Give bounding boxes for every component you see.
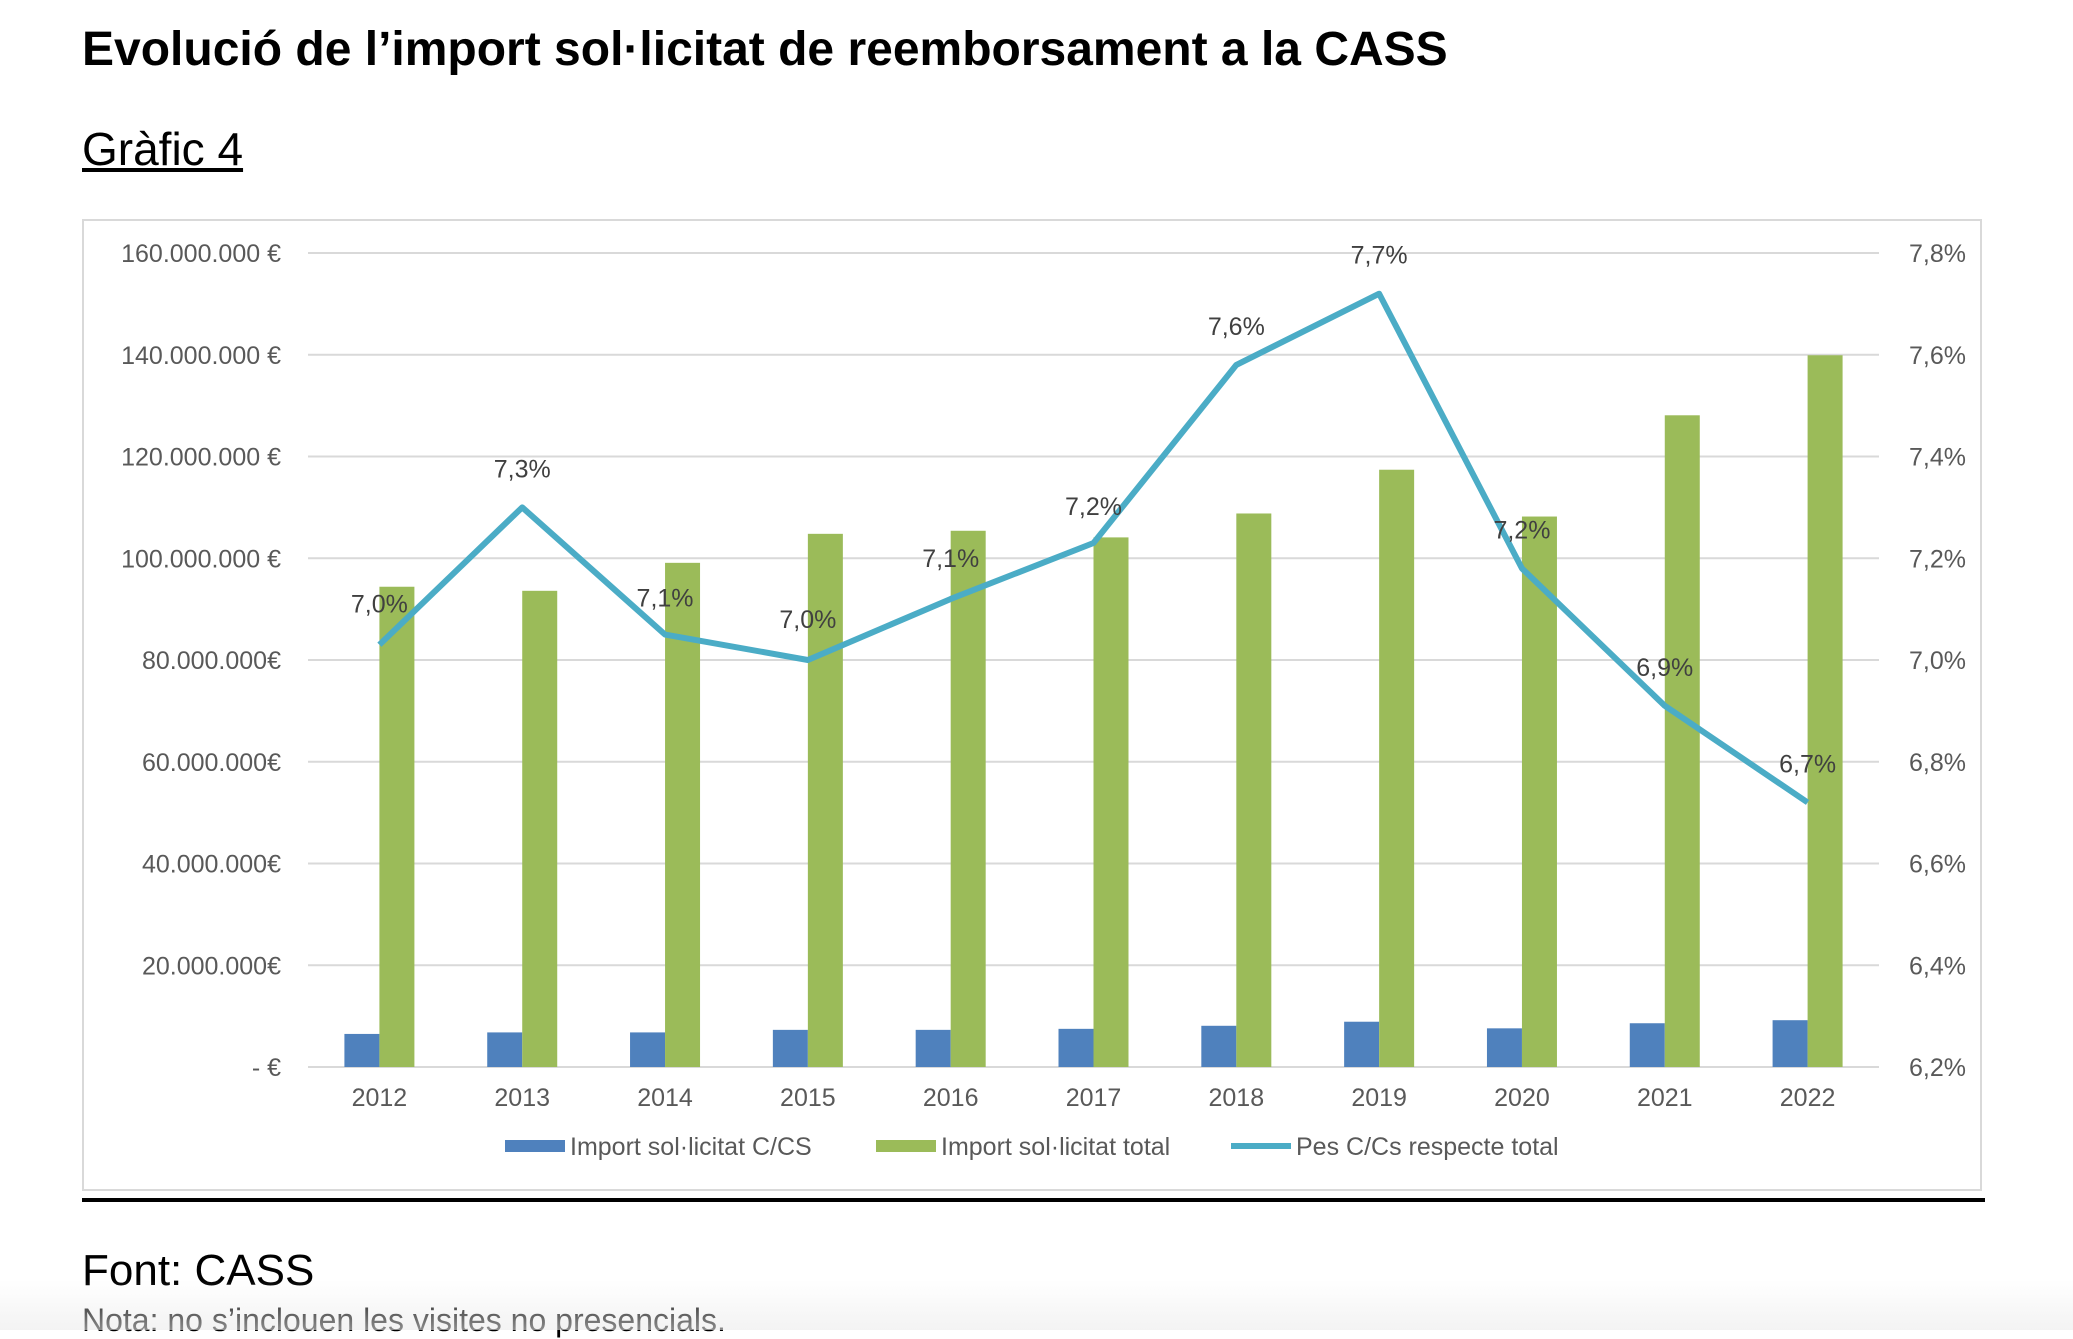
- x-axis-tick-label: 2017: [1066, 1084, 1122, 1112]
- data-label: 7,7%: [1351, 242, 1408, 270]
- bar-cs: [1486, 1028, 1522, 1067]
- x-axis-tick-label: 2015: [780, 1084, 836, 1112]
- x-axis-tick-label: 2014: [637, 1084, 693, 1112]
- chart-caption: Gràfic 4: [82, 123, 244, 175]
- right-axis-ticks: 6,2% 6,4% 6,6% 6,8% 7,0% 7,2% 7,4% 7,6% 7,8%: [1909, 240, 1966, 1082]
- data-label: 7,2%: [1065, 493, 1122, 521]
- x-axis-tick-label: 2019: [1351, 1084, 1407, 1112]
- data-label: 7,1%: [637, 585, 694, 613]
- legend-label: Pes C/Cs respecte total: [1296, 1133, 1559, 1161]
- line-series: 7,0% 7,3% 7,1% 7,0% 7,1% 7,2% 7,6% 7,7% 7,2% 6,9%…: [351, 242, 1836, 805]
- bar-total: [665, 562, 701, 1067]
- legend-swatch: [505, 1140, 565, 1152]
- right-axis-tick-label: 7,4%: [1909, 444, 1966, 472]
- data-label: 7,6%: [1208, 313, 1265, 341]
- source-text: Font: CASS: [82, 1246, 315, 1295]
- right-axis-tick-label: 7,2%: [1909, 545, 1966, 573]
- combo-chart: - € 20.000.000€ 40.000.000€ 60.000.000€ 80.0…: [121, 240, 1966, 1161]
- left-axis-tick-label: 100.000.000 €: [121, 545, 281, 573]
- bar-cs: [1629, 1023, 1665, 1067]
- data-label: 6,9%: [1636, 654, 1693, 682]
- bar-cs: [1058, 1028, 1094, 1067]
- data-label: 7,1%: [922, 545, 979, 573]
- divider: [82, 1198, 1985, 1202]
- legend: Import sol·licitat C/CS Import sol·licita…: [505, 1133, 1559, 1161]
- bar-total: [1236, 513, 1272, 1067]
- data-label: 6,7%: [1779, 750, 1836, 778]
- data-label: 7,2%: [1493, 516, 1550, 544]
- right-axis-tick-label: 7,6%: [1909, 342, 1966, 370]
- bar-cs: [1201, 1025, 1237, 1067]
- left-axis-tick-label: 20.000.000€: [142, 952, 281, 980]
- x-axis-tick-label: 2020: [1494, 1084, 1550, 1112]
- bar-total: [379, 586, 415, 1067]
- bar-total: [1093, 537, 1129, 1067]
- bar-cs: [487, 1032, 523, 1067]
- right-axis-tick-label: 7,0%: [1909, 647, 1966, 675]
- x-axis-tick-label: 2013: [494, 1084, 550, 1112]
- x-axis-tick-label: 2021: [1637, 1084, 1693, 1112]
- right-axis-tick-label: 6,2%: [1909, 1054, 1966, 1082]
- left-axis-tick-label: - €: [252, 1054, 281, 1082]
- left-axis-tick-label: 80.000.000€: [142, 647, 281, 675]
- bar-cs: [772, 1029, 808, 1067]
- bar-total: [1807, 355, 1843, 1067]
- bar-total: [807, 533, 843, 1067]
- page-title: Evolució de l’import sol·licitat de reem…: [82, 23, 1448, 76]
- data-label: 7,0%: [779, 606, 836, 634]
- bar-total: [950, 530, 986, 1067]
- legend-label: Import sol·licitat C/CS: [570, 1133, 812, 1161]
- right-axis-tick-label: 6,4%: [1909, 952, 1966, 980]
- bars: [344, 355, 1843, 1067]
- x-axis-ticks: 2012 2013 2014 2015 2016 2017 2018 2019 2020 2021…: [352, 1084, 1836, 1112]
- right-axis-tick-label: 7,8%: [1909, 240, 1966, 268]
- right-axis-tick-label: 6,6%: [1909, 851, 1966, 879]
- x-axis-tick-label: 2018: [1209, 1084, 1265, 1112]
- chart-container: - € 20.000.000€ 40.000.000€ 60.000.000€ 80.0…: [82, 219, 1982, 1191]
- x-axis-tick-label: 2022: [1780, 1084, 1836, 1112]
- left-axis-tick-label: 60.000.000€: [142, 749, 281, 777]
- bar-total: [1379, 469, 1415, 1067]
- bar-cs: [344, 1033, 380, 1067]
- bar-total: [522, 590, 558, 1067]
- bar-cs: [1772, 1020, 1808, 1067]
- bar-cs: [1344, 1021, 1380, 1067]
- legend-swatch: [876, 1140, 936, 1152]
- data-label: 7,0%: [351, 591, 408, 619]
- bar-total: [1521, 516, 1557, 1067]
- data-label: 7,3%: [494, 455, 551, 483]
- left-axis-tick-label: 120.000.000 €: [121, 444, 281, 472]
- note-text: Nota: no s’inclouen les visites no prese…: [82, 1302, 726, 1338]
- left-axis-tick-label: 160.000.000 €: [121, 240, 281, 268]
- legend-label: Import sol·licitat total: [941, 1133, 1170, 1161]
- left-axis-ticks: - € 20.000.000€ 40.000.000€ 60.000.000€ 80.0…: [121, 240, 281, 1082]
- bar-cs: [915, 1029, 951, 1067]
- left-axis-tick-label: 140.000.000 €: [121, 342, 281, 370]
- x-axis-tick-label: 2012: [352, 1084, 408, 1112]
- line-pes: [377, 290, 1810, 805]
- bar-total: [1664, 415, 1700, 1067]
- bar-cs: [630, 1032, 666, 1067]
- right-axis-tick-label: 6,8%: [1909, 749, 1966, 777]
- left-axis-tick-label: 40.000.000€: [142, 851, 281, 879]
- x-axis-tick-label: 2016: [923, 1084, 979, 1112]
